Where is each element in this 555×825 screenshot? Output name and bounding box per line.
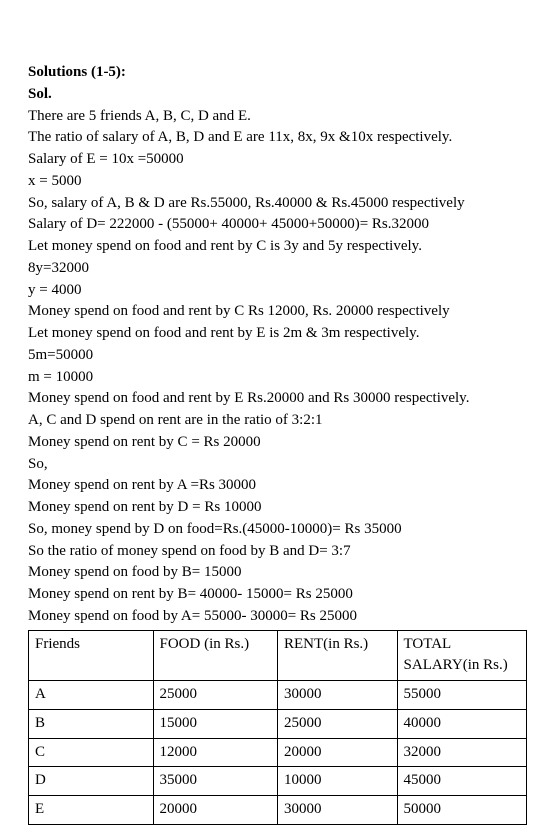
solution-line: There are 5 friends A, B, C, D and E. xyxy=(28,106,527,128)
table-cell: 45000 xyxy=(397,767,526,796)
table-cell: C xyxy=(29,738,154,767)
solution-line: m = 10000 xyxy=(28,367,527,389)
table-header-cell: RENT(in Rs.) xyxy=(278,630,398,681)
table-cell: 12000 xyxy=(153,738,278,767)
table-cell: 15000 xyxy=(153,709,278,738)
solution-line: Salary of E = 10x =50000 xyxy=(28,149,527,171)
solution-line: So, xyxy=(28,454,527,476)
solution-line: Money spend on food by B= 15000 xyxy=(28,562,527,584)
table-header-cell: Friends xyxy=(29,630,154,681)
solution-line: 5m=50000 xyxy=(28,345,527,367)
solution-line: So, money spend by D on food=Rs.(45000-1… xyxy=(28,519,527,541)
table-cell: 20000 xyxy=(153,796,278,825)
table-cell: 35000 xyxy=(153,767,278,796)
salary-table: Friends FOOD (in Rs.) RENT(in Rs.) TOTAL… xyxy=(28,630,527,825)
solution-line: Money spend on food and rent by E Rs.200… xyxy=(28,388,527,410)
solution-line: Let money spend on food and rent by E is… xyxy=(28,323,527,345)
table-cell: 20000 xyxy=(278,738,398,767)
solution-line: Money spend on rent by A =Rs 30000 xyxy=(28,475,527,497)
table-row: E 20000 30000 50000 xyxy=(29,796,527,825)
solution-line: A, C and D spend on rent are in the rati… xyxy=(28,410,527,432)
solution-line: Money spend on food and rent by C Rs 120… xyxy=(28,301,527,323)
table-cell: 50000 xyxy=(397,796,526,825)
table-cell: 30000 xyxy=(278,796,398,825)
table-cell: 10000 xyxy=(278,767,398,796)
solution-line: So the ratio of money spend on food by B… xyxy=(28,541,527,563)
solution-line: Money spend on rent by D = Rs 10000 xyxy=(28,497,527,519)
table-row: D 35000 10000 45000 xyxy=(29,767,527,796)
solution-line: y = 4000 xyxy=(28,280,527,302)
table-row: C 12000 20000 32000 xyxy=(29,738,527,767)
table-row: A 25000 30000 55000 xyxy=(29,681,527,710)
sol-heading: Sol. xyxy=(28,84,527,106)
table-cell: 55000 xyxy=(397,681,526,710)
table-cell: 25000 xyxy=(153,681,278,710)
table-cell: 40000 xyxy=(397,709,526,738)
solution-line: Money spend on food by A= 55000- 30000= … xyxy=(28,606,527,628)
solution-line: Let money spend on food and rent by C is… xyxy=(28,236,527,258)
table-cell: D xyxy=(29,767,154,796)
solution-line: Salary of D= 222000 - (55000+ 40000+ 450… xyxy=(28,214,527,236)
table-cell: 30000 xyxy=(278,681,398,710)
table-header-cell: TOTAL SALARY(in Rs.) xyxy=(397,630,526,681)
solution-line: x = 5000 xyxy=(28,171,527,193)
table-cell: E xyxy=(29,796,154,825)
table-cell: B xyxy=(29,709,154,738)
table-header-row: Friends FOOD (in Rs.) RENT(in Rs.) TOTAL… xyxy=(29,630,527,681)
table-cell: 25000 xyxy=(278,709,398,738)
table-header-cell: FOOD (in Rs.) xyxy=(153,630,278,681)
table-row: B 15000 25000 40000 xyxy=(29,709,527,738)
solution-line: Money spend on rent by C = Rs 20000 xyxy=(28,432,527,454)
table-cell: A xyxy=(29,681,154,710)
table-cell: 32000 xyxy=(397,738,526,767)
solutions-heading: Solutions (1-5): xyxy=(28,62,527,84)
solution-line: Money spend on rent by B= 40000- 15000= … xyxy=(28,584,527,606)
solution-line: 8y=32000 xyxy=(28,258,527,280)
solution-line: So, salary of A, B & D are Rs.55000, Rs.… xyxy=(28,193,527,215)
solution-line: The ratio of salary of A, B, D and E are… xyxy=(28,127,527,149)
